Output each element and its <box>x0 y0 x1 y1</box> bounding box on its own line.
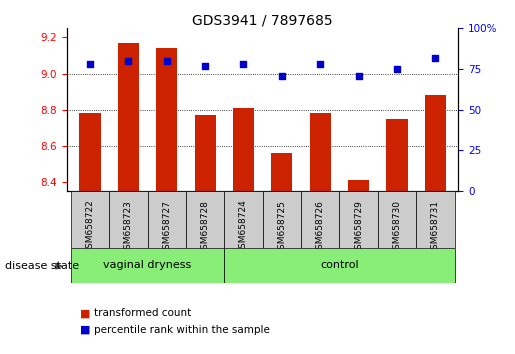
Point <box>163 58 171 64</box>
Text: percentile rank within the sample: percentile rank within the sample <box>94 325 270 335</box>
Point <box>201 63 209 69</box>
Bar <box>79 113 100 191</box>
Text: GSM658729: GSM658729 <box>354 200 363 255</box>
Text: vaginal dryness: vaginal dryness <box>104 261 192 270</box>
Text: GSM658725: GSM658725 <box>278 200 286 255</box>
Text: GSM658722: GSM658722 <box>85 200 94 255</box>
Bar <box>271 153 293 191</box>
Bar <box>224 248 455 283</box>
Point <box>316 61 324 67</box>
Bar <box>186 191 224 248</box>
Bar <box>71 248 224 283</box>
Point <box>393 66 401 72</box>
Bar <box>301 191 339 248</box>
Bar <box>263 191 301 248</box>
Bar <box>378 191 416 248</box>
Bar <box>71 191 109 248</box>
Bar <box>425 95 446 191</box>
Text: ■: ■ <box>80 308 90 318</box>
Bar <box>386 119 407 191</box>
Bar <box>339 191 378 248</box>
Text: GSM658730: GSM658730 <box>392 200 402 255</box>
Text: GSM658728: GSM658728 <box>200 200 210 255</box>
Bar <box>156 48 177 191</box>
Bar <box>310 113 331 191</box>
Bar <box>195 115 216 191</box>
Bar <box>348 180 369 191</box>
Text: GSM658727: GSM658727 <box>162 200 171 255</box>
Text: GSM658726: GSM658726 <box>316 200 325 255</box>
Bar <box>233 108 254 191</box>
Text: transformed count: transformed count <box>94 308 191 318</box>
Point <box>354 73 363 78</box>
Point <box>124 58 132 64</box>
Point <box>86 61 94 67</box>
Text: GSM658724: GSM658724 <box>239 200 248 255</box>
Text: disease state: disease state <box>5 261 79 271</box>
Text: GSM658723: GSM658723 <box>124 200 133 255</box>
Bar <box>147 191 186 248</box>
Text: GSM658731: GSM658731 <box>431 200 440 255</box>
Bar <box>109 191 147 248</box>
Point <box>239 61 248 67</box>
Point <box>278 73 286 78</box>
Title: GDS3941 / 7897685: GDS3941 / 7897685 <box>192 13 333 27</box>
Text: control: control <box>320 261 359 270</box>
Point <box>431 55 439 61</box>
Text: ■: ■ <box>80 325 90 335</box>
Bar <box>416 191 455 248</box>
Bar <box>224 191 263 248</box>
Bar <box>118 43 139 191</box>
